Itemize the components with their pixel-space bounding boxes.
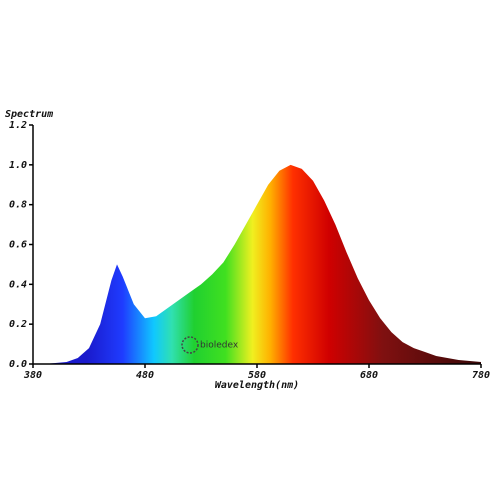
y-tick-label: 1.0: [9, 160, 27, 171]
x-tick-label: 380: [23, 370, 42, 381]
y-tick-label: 0.0: [9, 359, 27, 370]
y-tick-label: 1.2: [9, 120, 27, 131]
y-axis-label: Spectrum: [5, 109, 53, 120]
x-axis-label: Wavelength(nm): [215, 380, 299, 391]
logo: bioledex: [181, 336, 239, 354]
y-tick-label: 0.8: [9, 200, 27, 211]
spectrum-area: [33, 164, 481, 364]
x-tick-label: 680: [360, 370, 378, 381]
x-tick-label: 780: [472, 370, 490, 381]
y-tick-label: 0.4: [9, 279, 27, 290]
y-tick-label: 0.2: [9, 319, 27, 330]
x-tick-label: 480: [136, 370, 154, 381]
y-tick-label: 0.6: [9, 240, 27, 251]
logo-text: bioledex: [200, 341, 239, 351]
plot-area: 0.0 0.2 0.4 0.6 0.8 1.0 1.2 380 480 580 680 780: [9, 120, 490, 381]
x-tick-label: 580: [248, 370, 266, 381]
